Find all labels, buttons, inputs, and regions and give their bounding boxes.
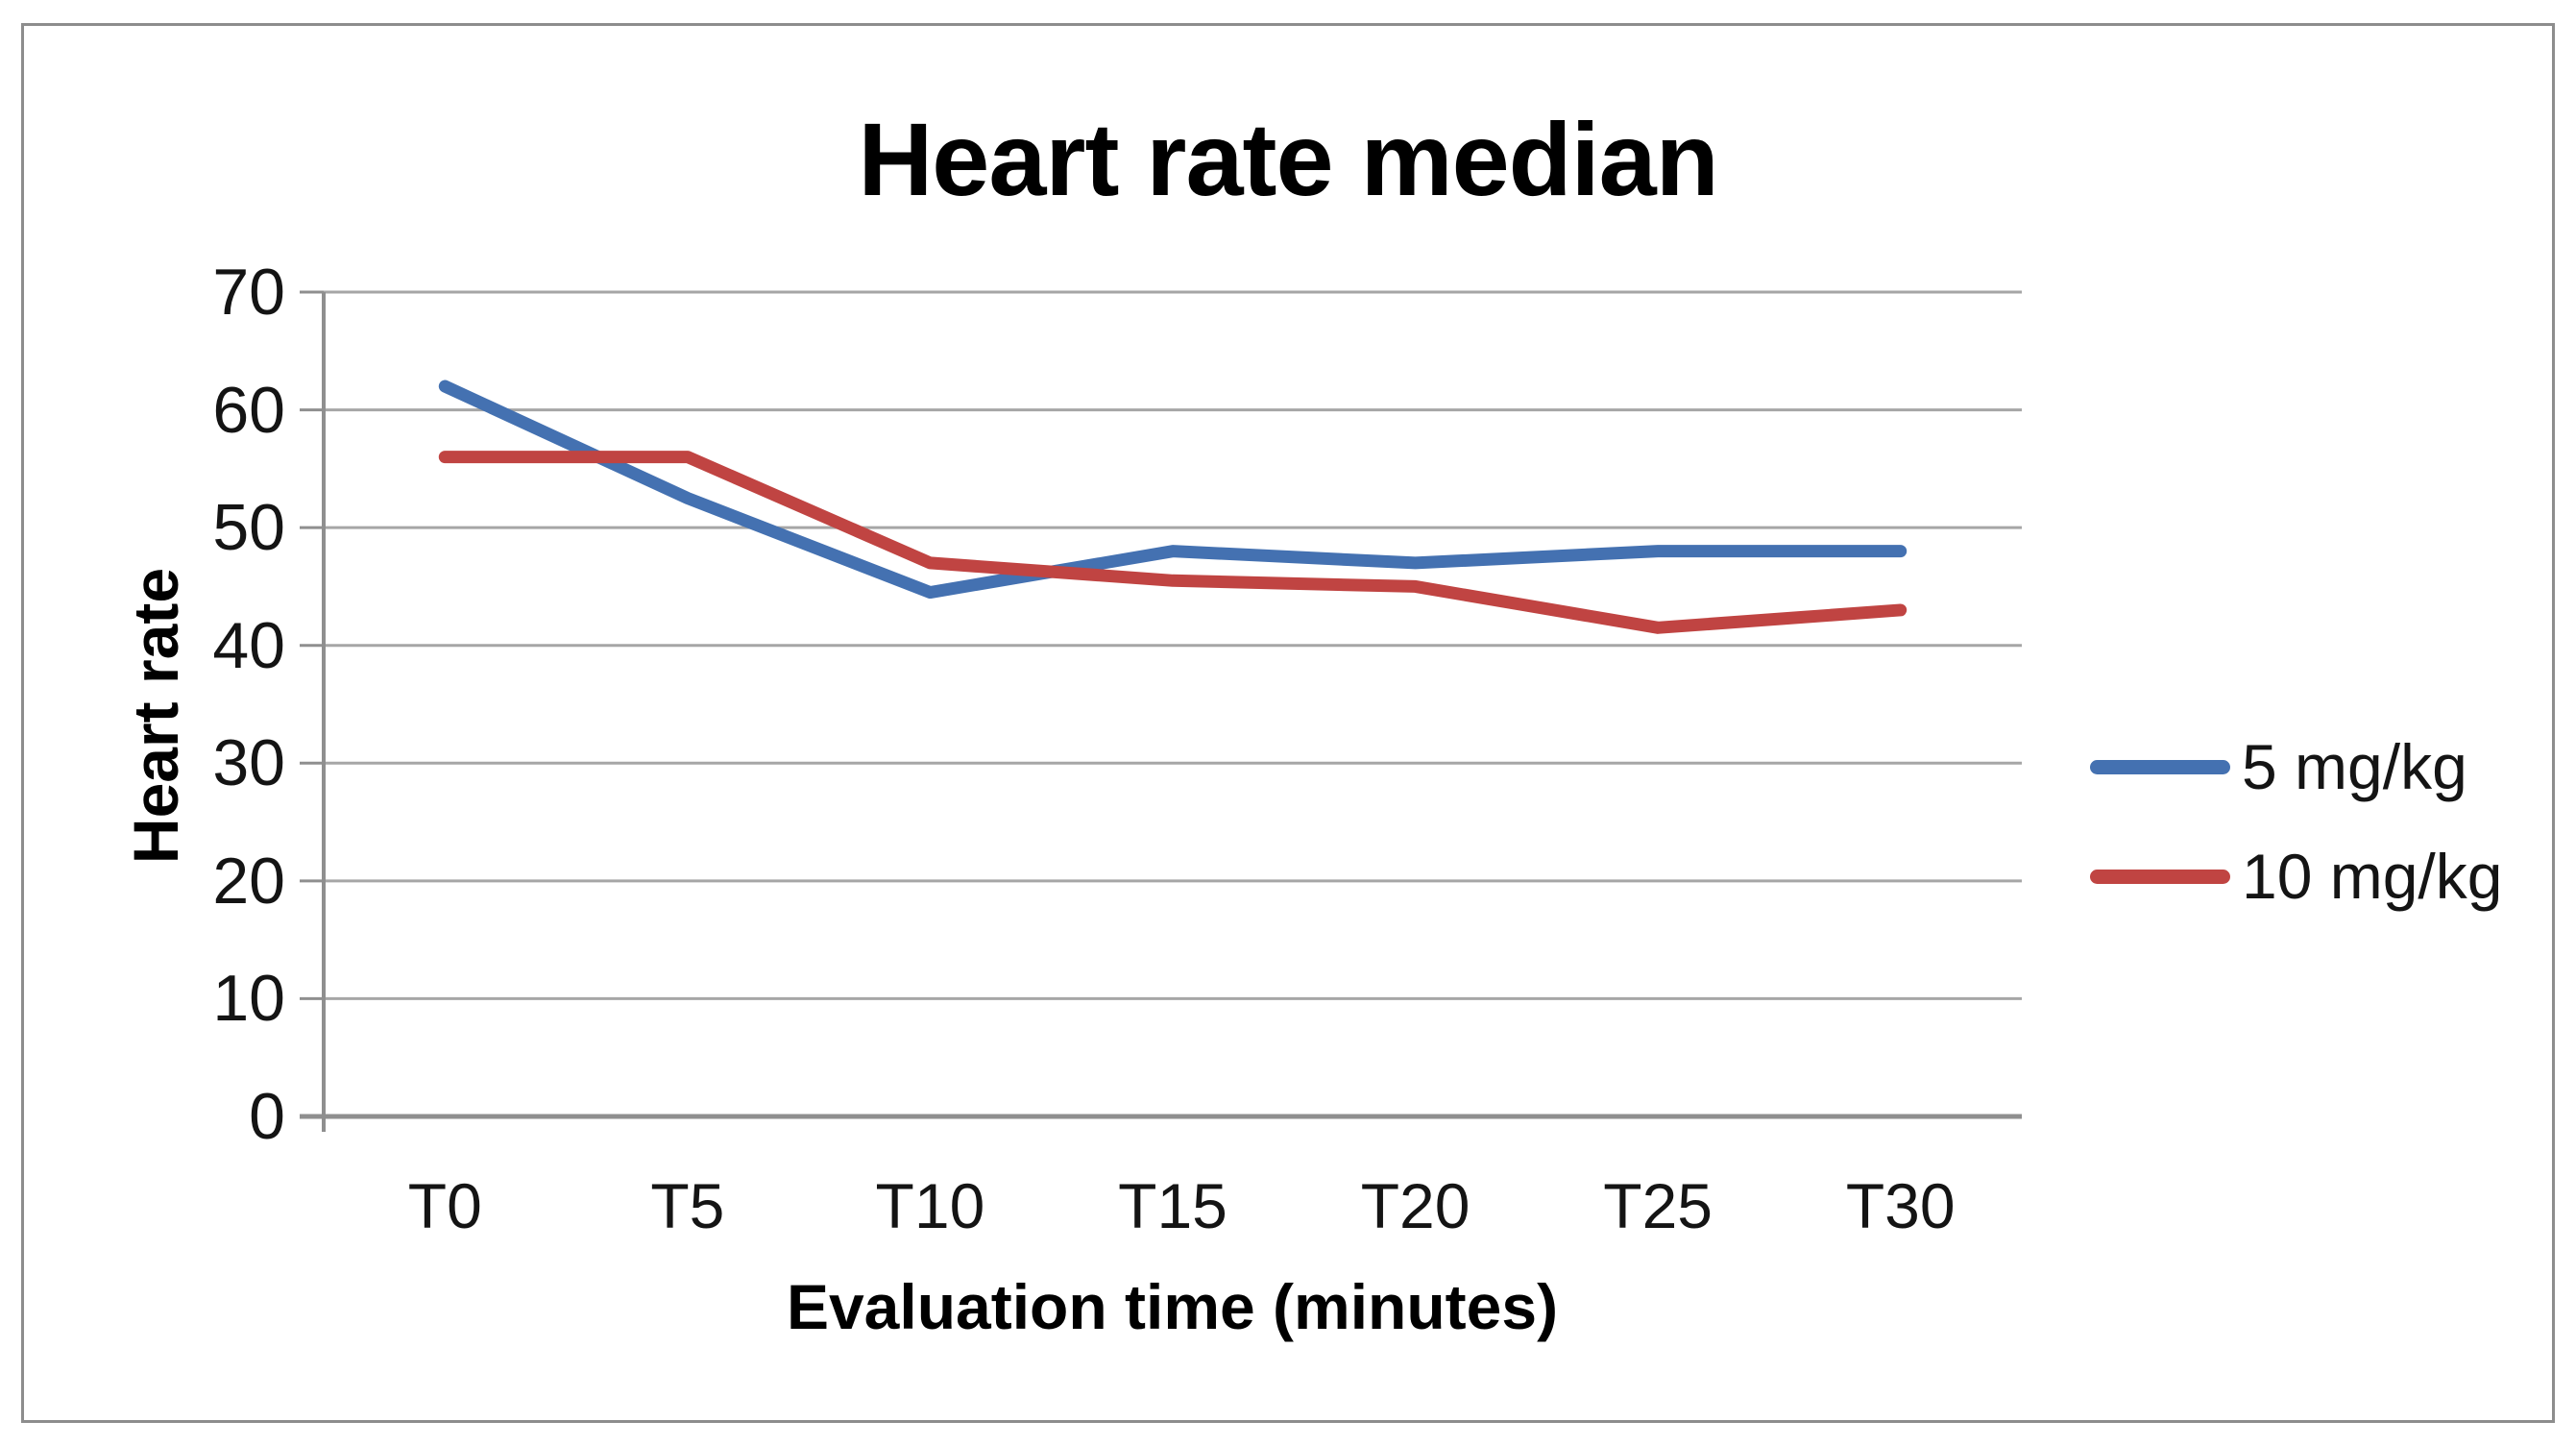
y-tick-label-10: 10 <box>212 962 285 1036</box>
y-tick-label-60: 60 <box>212 373 285 447</box>
legend-label: 10 mg/kg <box>2242 841 2503 912</box>
y-tick-label-30: 30 <box>212 726 285 800</box>
y-tick-label-50: 50 <box>212 491 285 565</box>
legend-swatch-icon <box>2090 869 2230 884</box>
y-tick-label-70: 70 <box>212 256 285 329</box>
x-axis-title: Evaluation time (minutes) <box>786 1271 1559 1342</box>
y-tick-label-40: 40 <box>212 608 285 682</box>
series-line-10-mg-kg <box>438 451 1908 634</box>
series-line-5-mg-kg <box>438 380 1908 600</box>
legend-item-10-mg-kg: 10 mg/kg <box>2090 838 2502 915</box>
legend-label: 5 mg/kg <box>2242 731 2467 802</box>
x-tick-label-T0: T0 <box>407 1170 482 1241</box>
legend-item-5-mg-kg: 5 mg/kg <box>2090 728 2502 805</box>
x-tick-label-T10: T10 <box>875 1170 985 1241</box>
y-tick-label-0: 0 <box>249 1080 285 1153</box>
x-tick-label-T30: T30 <box>1845 1170 1956 1241</box>
y-tick-label-20: 20 <box>212 844 285 918</box>
x-tick-label-T20: T20 <box>1360 1170 1470 1241</box>
legend-swatch-icon <box>2090 759 2230 774</box>
x-tick-label-T15: T15 <box>1118 1170 1227 1241</box>
x-tick-label-T25: T25 <box>1603 1170 1713 1241</box>
chart-title: Heart rate median <box>858 101 1718 217</box>
chart-border <box>21 23 2555 1423</box>
x-tick-label-T5: T5 <box>650 1170 725 1241</box>
legend: 5 mg/kg 10 mg/kg <box>2090 728 2502 947</box>
